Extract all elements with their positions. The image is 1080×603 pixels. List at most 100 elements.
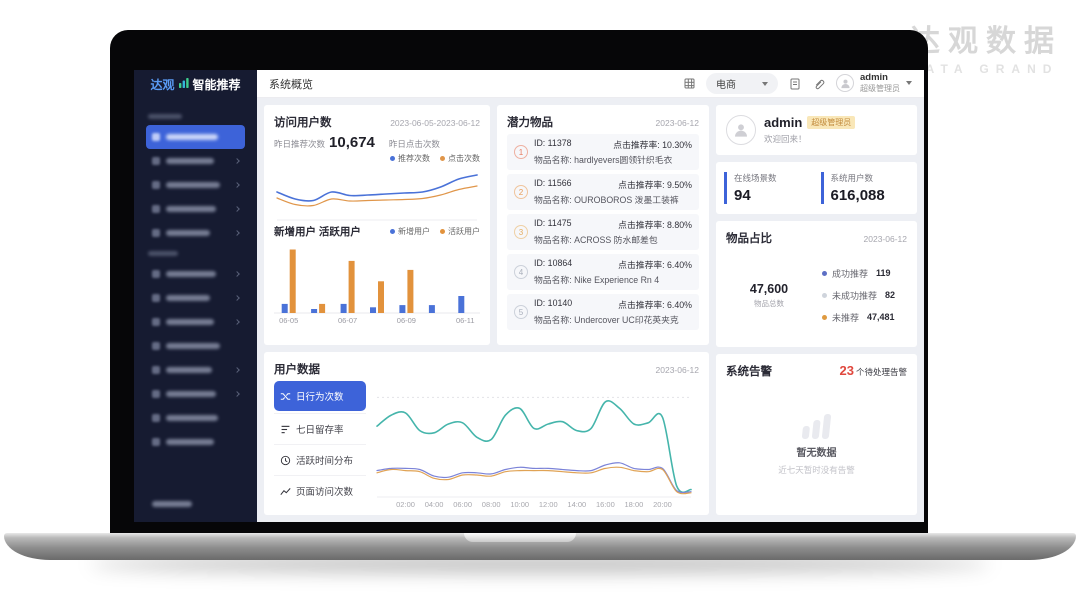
donut-total-label: 物品总数 xyxy=(754,298,784,308)
rank-badge: 4 xyxy=(514,265,528,279)
potential-item-row[interactable]: 4 ID: 10864 点击推荐率: 6.40% 物品名称: Nike Exper… xyxy=(507,254,699,290)
logo-suffix: 智能推荐 xyxy=(192,77,241,92)
legend-new-users[interactable]: 新增用户 xyxy=(390,226,430,237)
sidebar-collapse[interactable] xyxy=(146,492,245,516)
behavior-line-chart: 02:00 04:00 06:00 08:00 10:00 12:00 14:00 16:00… xyxy=(376,396,692,509)
sidebar-item[interactable] xyxy=(146,358,245,382)
profile-card: admin 超级管理员 欢迎回来！ xyxy=(716,105,917,155)
laptop-base xyxy=(4,533,1076,560)
empty-title: 暂无数据 xyxy=(796,447,837,459)
logo-cn: 达观 xyxy=(150,77,175,92)
svg-text:14:00: 14:00 xyxy=(567,500,586,509)
svg-text:12:00: 12:00 xyxy=(539,500,558,509)
item-name: 物品名称: hardlyevers圆领针织毛衣 xyxy=(534,155,673,165)
rank-badge: 1 xyxy=(514,145,528,159)
rank-badge: 5 xyxy=(514,305,528,319)
scene-dropdown-value: 电商 xyxy=(716,80,736,91)
breadcrumb: 系统概览 xyxy=(269,78,313,91)
paperclip-icon[interactable] xyxy=(812,77,826,91)
grid-icon[interactable] xyxy=(682,77,696,91)
item-ratio-card: 物品占比 2023-06-12 47,600 物品总数 xyxy=(716,221,917,347)
potential-item-row[interactable]: 2 ID: 11566 点击推荐率: 9.50% 物品名称: OUROBOROS … xyxy=(507,174,699,210)
sidebar-item[interactable] xyxy=(146,382,245,406)
tab-page-visits[interactable]: 页面访问次数 xyxy=(274,475,366,506)
sidebar-item[interactable] xyxy=(146,262,245,286)
svg-text:02:00: 02:00 xyxy=(396,500,415,509)
potential-card-date: 2023-06-12 xyxy=(655,118,699,128)
logo-chart-icon xyxy=(178,77,189,91)
welcome-text: 欢迎回来！ xyxy=(764,134,807,144)
profile-name: admin xyxy=(764,115,803,130)
tab-daily-behavior[interactable]: 日行为次数 xyxy=(274,381,366,411)
item-rate: 点击推荐率: 6.40% xyxy=(618,300,692,310)
sidebar-item-selected[interactable] xyxy=(146,125,245,149)
sidebar-item[interactable] xyxy=(146,173,245,197)
sidebar-item[interactable] xyxy=(146,310,245,334)
tab-retention[interactable]: 七日留存率 xyxy=(274,413,366,444)
scene-dropdown[interactable]: 电商 xyxy=(706,73,778,94)
laptop-screen: 达观 智能推荐 系统概览 电商 xyxy=(134,70,924,522)
watermark-cn: 达观数据 xyxy=(910,25,1062,58)
clock-icon xyxy=(280,455,291,466)
trend-icon xyxy=(280,486,291,497)
legend-recommend[interactable]: 推荐次数 xyxy=(390,153,430,164)
potential-item-row[interactable]: 1 ID: 11378 点击推荐率: 10.30% 物品名称: hardlyeve… xyxy=(507,134,699,170)
sidebar-item[interactable] xyxy=(146,286,245,310)
svg-text:06-07: 06-07 xyxy=(338,316,357,325)
potential-item-row[interactable]: 5 ID: 10140 点击推荐率: 6.40% 物品名称: Undercover… xyxy=(507,294,699,330)
visit-card-title: 访问用户数 xyxy=(274,117,332,129)
item-rate: 点击推荐率: 9.50% xyxy=(618,180,692,190)
item-name: 物品名称: Nike Experience Rn 4 xyxy=(534,275,660,285)
document-icon[interactable] xyxy=(788,77,802,91)
sidebar-item[interactable] xyxy=(146,406,245,430)
user-chevron-down-icon xyxy=(906,81,912,86)
laptop-shadow xyxy=(90,556,990,572)
legend-click[interactable]: 点击次数 xyxy=(440,153,480,164)
potential-items-card: 潜力物品 2023-06-12 1 ID: 11378 点击推荐率: 10.30%… xyxy=(497,105,709,345)
alerts-count-suffix: 个待处理告警 xyxy=(855,367,907,377)
svg-text:04:00: 04:00 xyxy=(425,500,444,509)
legend-success[interactable]: 成功推荐 119 xyxy=(822,267,895,280)
user-data-card: 用户数据 2023-06-12 日行为次数 xyxy=(264,352,709,515)
sidebar-item[interactable] xyxy=(146,221,245,245)
sidebar-item[interactable] xyxy=(146,149,245,173)
laptop-bezel: 达观 智能推荐 系统概览 电商 xyxy=(110,30,928,534)
user-data-title: 用户数据 xyxy=(274,364,320,376)
brand-watermark: 达观数据 DATA GRAND xyxy=(910,16,1062,76)
stat1-value: 10,674 xyxy=(329,134,375,151)
svg-text:06-05: 06-05 xyxy=(279,316,298,325)
svg-text:06-09: 06-09 xyxy=(397,316,416,325)
item-id: ID: 10140 xyxy=(534,298,573,308)
user-menu[interactable]: admin 超级管理员 xyxy=(836,73,912,93)
user-avatar xyxy=(836,74,854,93)
filter-icon xyxy=(280,424,291,435)
legend-not-recommended[interactable]: 未推荐 47,481 xyxy=(822,311,895,324)
item-id: ID: 11475 xyxy=(534,218,572,228)
rank-badge: 2 xyxy=(514,185,528,199)
legend-active-users[interactable]: 活跃用户 xyxy=(440,226,480,237)
user-data-date: 2023-06-12 xyxy=(655,365,699,375)
alerts-title: 系统告警 xyxy=(726,366,772,378)
user-name: admin xyxy=(860,72,888,84)
sidebar-item[interactable] xyxy=(146,430,245,454)
sidebar-item[interactable] xyxy=(146,334,245,358)
visit-users-card: 访问用户数 2023-06-05-2023-06-12 昨日推荐次数 10,674… xyxy=(264,105,490,345)
item-rate: 点击推荐率: 8.80% xyxy=(618,220,692,230)
sidebar-section-label xyxy=(146,245,245,262)
tab-active-time[interactable]: 活跃时间分布 xyxy=(274,444,366,475)
legend-unsuccess[interactable]: 未成功推荐 82 xyxy=(822,289,895,302)
item-name: 物品名称: OUROBOROS 泼墨工装裤 xyxy=(534,195,679,205)
kpi-online-scenes: 在线场景数 94 xyxy=(724,172,813,204)
empty-chart-icon xyxy=(801,413,832,439)
svg-text:16:00: 16:00 xyxy=(596,500,615,509)
item-id: ID: 11378 xyxy=(534,138,572,148)
potential-item-row[interactable]: 3 ID: 11475 点击推荐率: 8.80% 物品名称: ACROSS 防水邮… xyxy=(507,214,699,250)
sidebar-item[interactable] xyxy=(146,197,245,221)
chevron-down-icon xyxy=(762,81,768,86)
item-id: ID: 10864 xyxy=(534,258,573,268)
user-bar-chart: 06-05 06-07 06-09 06-11 xyxy=(274,249,480,325)
header: 达观 智能推荐 系统概览 电商 xyxy=(134,70,924,98)
rank-badge: 3 xyxy=(514,225,528,239)
userbars-title: 新增用户 活跃用户 xyxy=(274,226,361,238)
